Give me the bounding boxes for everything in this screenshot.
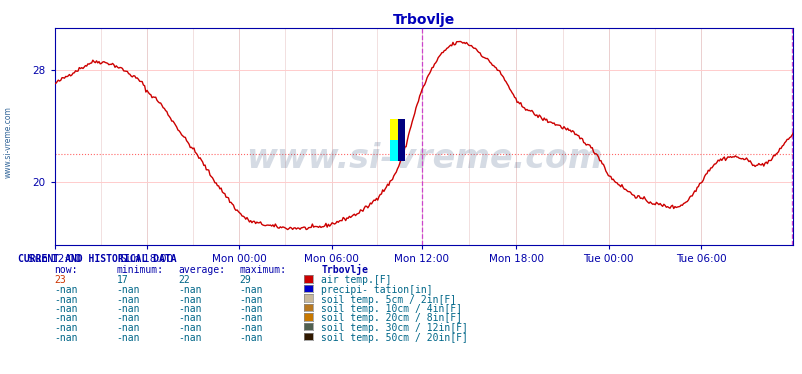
- Text: -nan: -nan: [55, 295, 78, 304]
- Text: -nan: -nan: [55, 304, 78, 314]
- Text: 17: 17: [116, 276, 128, 285]
- Text: -nan: -nan: [178, 295, 201, 304]
- Text: -nan: -nan: [178, 333, 201, 343]
- Text: www.si-vreme.com: www.si-vreme.com: [3, 106, 13, 178]
- Title: Trbovlje: Trbovlje: [392, 13, 455, 27]
- Text: -nan: -nan: [239, 333, 262, 343]
- Text: soil temp. 5cm / 2in[F]: soil temp. 5cm / 2in[F]: [321, 295, 456, 304]
- Polygon shape: [390, 119, 404, 161]
- Text: -nan: -nan: [55, 323, 78, 333]
- Text: now:: now:: [55, 265, 78, 275]
- Text: -nan: -nan: [239, 323, 262, 333]
- Polygon shape: [390, 119, 404, 161]
- Text: soil temp. 20cm / 8in[F]: soil temp. 20cm / 8in[F]: [321, 313, 462, 323]
- Polygon shape: [390, 140, 398, 161]
- Polygon shape: [399, 119, 404, 161]
- Text: soil temp. 30cm / 12in[F]: soil temp. 30cm / 12in[F]: [321, 323, 468, 333]
- Text: CURRENT AND HISTORICAL DATA: CURRENT AND HISTORICAL DATA: [18, 254, 176, 264]
- Text: 29: 29: [239, 276, 251, 285]
- Text: -nan: -nan: [239, 304, 262, 314]
- Text: Trbovlje: Trbovlje: [321, 264, 368, 275]
- Text: -nan: -nan: [116, 304, 140, 314]
- Text: 23: 23: [55, 276, 67, 285]
- Text: -nan: -nan: [55, 313, 78, 323]
- Text: soil temp. 50cm / 20in[F]: soil temp. 50cm / 20in[F]: [321, 333, 468, 343]
- Text: -nan: -nan: [116, 285, 140, 295]
- Text: soil temp. 10cm / 4in[F]: soil temp. 10cm / 4in[F]: [321, 304, 462, 314]
- Text: -nan: -nan: [116, 323, 140, 333]
- Text: -nan: -nan: [178, 285, 201, 295]
- Text: -nan: -nan: [116, 313, 140, 323]
- Text: -nan: -nan: [178, 323, 201, 333]
- Text: www.si-vreme.com: www.si-vreme.com: [245, 142, 602, 175]
- Text: -nan: -nan: [239, 295, 262, 304]
- Text: air temp.[F]: air temp.[F]: [321, 276, 391, 285]
- Text: maximum:: maximum:: [239, 265, 286, 275]
- Text: -nan: -nan: [116, 333, 140, 343]
- Text: -nan: -nan: [55, 333, 78, 343]
- Polygon shape: [398, 119, 404, 161]
- Text: -nan: -nan: [178, 304, 201, 314]
- Text: 22: 22: [178, 276, 190, 285]
- Text: -nan: -nan: [178, 313, 201, 323]
- Text: -nan: -nan: [239, 285, 262, 295]
- Text: -nan: -nan: [55, 285, 78, 295]
- Polygon shape: [390, 119, 398, 140]
- Polygon shape: [390, 119, 404, 161]
- Text: precipi- tation[in]: precipi- tation[in]: [321, 285, 432, 295]
- Text: -nan: -nan: [116, 295, 140, 304]
- Text: minimum:: minimum:: [116, 265, 164, 275]
- Text: average:: average:: [178, 265, 225, 275]
- Text: -nan: -nan: [239, 313, 262, 323]
